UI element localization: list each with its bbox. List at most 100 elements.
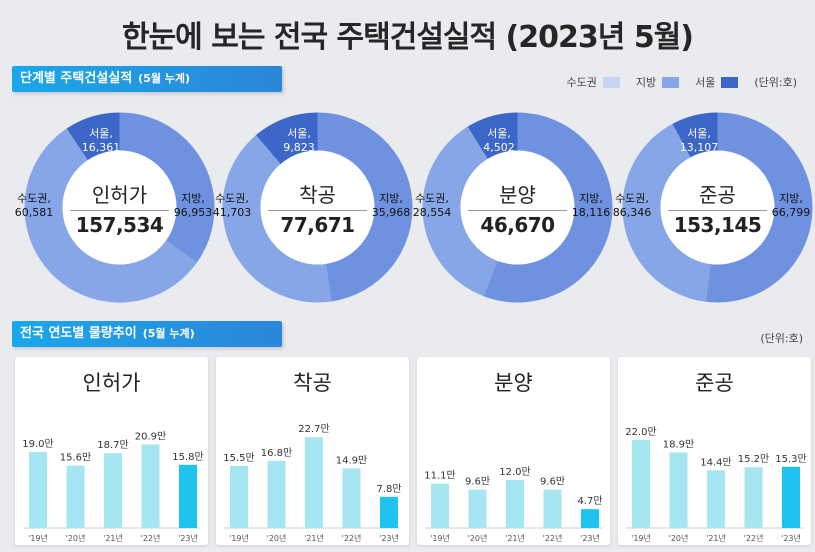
bar-chart-panel: 분양 11.1만 '19년 9.6만 '20년 12.0만 '21년 9.6만 '22년 4.7만… — [417, 357, 610, 545]
data-label-value: 13,107 — [679, 141, 719, 154]
donut-hole — [660, 150, 775, 265]
data-label-name: 수도권, — [615, 192, 649, 205]
x-tick-label: '22년 — [141, 533, 161, 543]
donut-total: 46,670 — [480, 213, 555, 237]
bar-chart-panel: 준공 22.0만 '19년 18.9만 '20년 14.4만 '21년 15.2만 '22년 15… — [618, 357, 811, 545]
bar-value-label: 4.7만 — [577, 495, 602, 507]
data-label-capital: 수도권, 60,581 — [10, 192, 58, 220]
data-label-value: 28,554 — [412, 206, 452, 219]
donut-stage-label: 인허가 — [91, 183, 148, 207]
data-label-local: 지방, 96,953 — [168, 192, 218, 220]
legend-label-seoul: 서울 — [695, 76, 716, 89]
donut-slice-seoul — [672, 112, 718, 158]
donut-slice-capital — [119, 112, 215, 263]
x-tick-label: '19년 — [229, 533, 249, 543]
divider — [668, 210, 767, 211]
donut-total: 77,671 — [280, 213, 355, 237]
x-tick-label: '21년 — [505, 533, 525, 543]
bar-value-label: 18.9만 — [663, 438, 694, 450]
data-label-value: 4,502 — [483, 141, 515, 154]
donut-slice-local — [622, 123, 711, 302]
section-title: 전국 연도별 물량추이 — [20, 326, 137, 341]
donut-slice-capital — [317, 112, 413, 302]
data-label-value: 16,361 — [81, 141, 121, 154]
data-label-seoul: 서울, 9,823 — [268, 127, 330, 155]
legend-unit: (단위:호) — [754, 76, 797, 89]
bar — [305, 437, 323, 528]
data-label-local: 지방, 66,799 — [766, 192, 815, 220]
bar-chart-svg: 15.5만 '19년 16.8만 '20년 22.7만 '21년 14.9만 '22년 7.8만… — [223, 423, 401, 543]
donut-total: 153,145 — [673, 213, 762, 237]
donut-total: 157,534 — [75, 213, 164, 237]
bar — [29, 452, 47, 528]
data-label-local: 지방, 35,968 — [366, 192, 416, 220]
donut-stage-label: 준공 — [699, 183, 736, 207]
bar-value-label: 18.7만 — [97, 439, 128, 451]
bar-chart-panel: 인허가 19.0만 '19년 15.6만 '20년 18.7만 '21년 20.9만 '22년 1… — [15, 357, 208, 545]
bar — [66, 465, 85, 528]
unit-label: (단위:호) — [760, 332, 803, 345]
bar-chart-svg: 22.0만 '19년 18.9만 '20년 14.4만 '21년 15.2만 '22년 15.3… — [625, 426, 806, 543]
data-label-name: 지방, — [379, 192, 403, 205]
donut-stage-label: 착공 — [299, 183, 336, 207]
legend-label-local: 지방 — [635, 76, 657, 89]
donut-hole — [260, 150, 375, 265]
x-tick-label: '22년 — [744, 533, 764, 543]
bar-value-label: 11.1만 — [424, 470, 455, 482]
page-title: 한눈에 보는 전국 주택건설실적 (2023년 5월) — [121, 20, 694, 55]
data-label-name: 지방, — [579, 192, 603, 205]
bar — [431, 483, 449, 528]
donut-chart: 인허가 157,534 서울, 16,361 수도권, 60,581 지방, 96,953 — [15, 110, 218, 305]
donut-center: 착공 77,671 — [260, 182, 375, 237]
bar — [179, 464, 197, 528]
bar-chart-title: 착공 — [293, 371, 332, 395]
x-tick-label: '19년 — [631, 533, 651, 543]
data-label-seoul: 서울, 13,107 — [668, 127, 730, 155]
bar — [104, 453, 122, 528]
bar — [380, 496, 398, 528]
donut-slice-capital — [705, 112, 813, 303]
donut-slice-capital — [483, 112, 613, 303]
bar-value-label: 15.2만 — [738, 453, 769, 465]
legend-swatch-seoul — [721, 76, 739, 88]
bar-value-label: 15.3만 — [775, 453, 806, 465]
x-tick-label: '21년 — [304, 533, 324, 543]
bar-value-label: 20.9만 — [135, 430, 166, 442]
data-label-name: 서울, — [287, 127, 311, 140]
data-label-capital: 수도권, 86,346 — [608, 192, 656, 220]
bar-value-label: 15.6만 — [60, 452, 91, 464]
x-tick-label: '23년 — [781, 533, 801, 543]
bar-value-label: 14.9만 — [336, 454, 367, 466]
bar-value-label: 15.8만 — [172, 451, 203, 463]
legend-swatch-local — [662, 76, 680, 88]
donut-svg — [222, 112, 413, 303]
donut-chart: 착공 77,671 서울, 9,823 수도권, 41,703 지방, 35,968 — [213, 110, 416, 305]
x-tick-label: '20년 — [66, 533, 86, 543]
bar-value-label: 22.7만 — [298, 423, 329, 435]
donut-slice-local — [222, 135, 332, 303]
bar-chart-svg: 19.0만 '19년 15.6만 '20년 18.7만 '21년 20.9만 '22년 15.8… — [22, 430, 203, 543]
bar — [669, 452, 688, 528]
x-tick-label: '23년 — [379, 533, 399, 543]
section-title: 단계별 주택건설실적 — [20, 71, 133, 86]
donut-chart: 분양 46,670 서울, 4,502 수도권, 28,554 지방, 18,116 — [413, 110, 615, 305]
bar-value-label: 9.6만 — [540, 476, 565, 488]
donut-hole — [460, 150, 575, 265]
bar — [141, 444, 160, 528]
data-label-name: 지방, — [181, 192, 205, 205]
x-tick-label: '20년 — [669, 533, 689, 543]
bar — [707, 470, 725, 528]
bar-chart-title: 인허가 — [82, 371, 141, 395]
donut-center: 인허가 157,534 — [62, 182, 177, 237]
bar — [468, 489, 487, 528]
legend-label-capital: 수도권 — [566, 76, 597, 89]
donut-slice-seoul — [66, 112, 120, 161]
bar-value-label: 7.8만 — [376, 483, 401, 495]
data-label-value: 18,116 — [571, 206, 611, 219]
x-tick-label: '23년 — [580, 533, 600, 543]
section-subtitle: (5월 누계) — [142, 327, 195, 340]
data-label-seoul: 서울, 16,361 — [70, 127, 132, 155]
data-label-name: 지방, — [779, 192, 803, 205]
donut-slice-local — [422, 126, 498, 297]
donut-slice-local — [24, 128, 197, 303]
